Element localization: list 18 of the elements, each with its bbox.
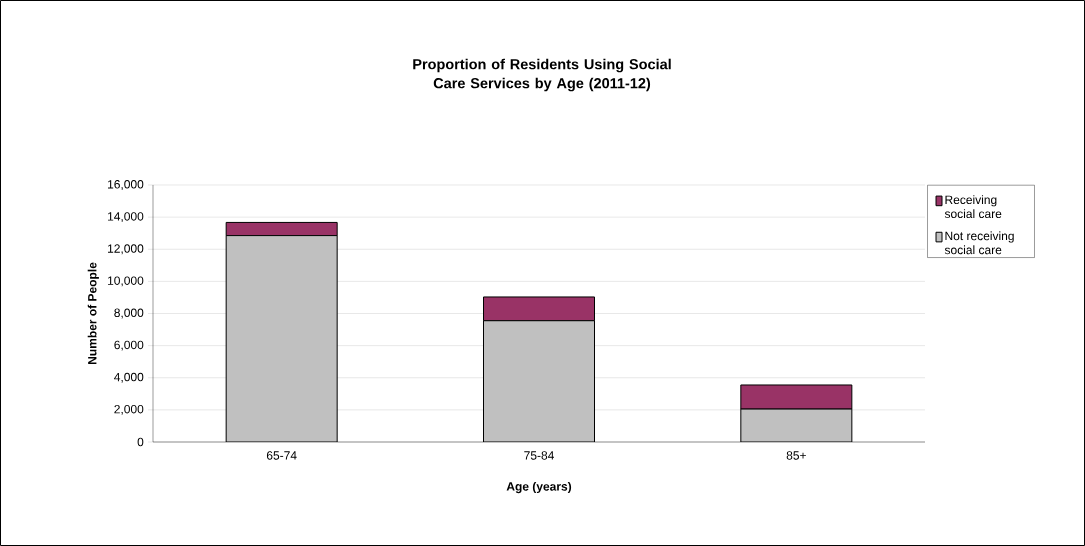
y-tick-label: 14,000 xyxy=(108,212,144,223)
y-tick-label: 0 xyxy=(137,437,144,447)
chart-title: Proportion of Residents Using Social Care Services by Age (2011-12) xyxy=(413,58,671,92)
x-tick-label: 65-74 xyxy=(266,451,297,460)
legend-label: Receiving social care xyxy=(944,195,1002,219)
y-tick-label: 16,000 xyxy=(108,180,144,190)
x-axis-title: Age (years) xyxy=(506,481,572,494)
y-tick-label: 8,000 xyxy=(114,308,144,319)
y-tick-label: 2,000 xyxy=(114,404,144,415)
y-tick-label: 4,000 xyxy=(114,372,144,383)
x-tick-label: 85+ xyxy=(786,451,806,460)
legend-label: Not receiving social care xyxy=(944,231,1014,255)
y-tick-label: 12,000 xyxy=(108,244,144,255)
y-axis-title: Number of People xyxy=(87,262,99,365)
y-tick-label: 6,000 xyxy=(114,340,144,351)
bar xyxy=(483,296,595,322)
y-tick-label: 10,000 xyxy=(108,276,144,287)
x-tick-label: 75-84 xyxy=(524,451,554,460)
